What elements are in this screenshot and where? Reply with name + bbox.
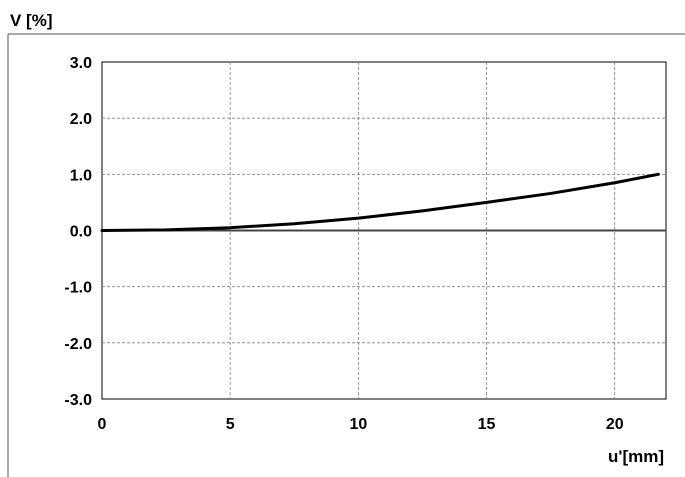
x-axis-title: u'[mm]: [608, 447, 664, 466]
y-tick-label: -1.0: [64, 280, 92, 297]
x-tick-labels: 0 5 10 15 20: [98, 416, 624, 433]
y-tick-labels: 3.0 2.0 1.0 0.0 -1.0 -2.0 -3.0: [64, 55, 92, 409]
y-tick-label: 2.0: [70, 111, 92, 128]
x-tick-label: 5: [226, 416, 235, 433]
x-tick-label: 10: [349, 416, 367, 433]
series-line-1: [100, 172, 660, 232]
y-axis-title: V [%]: [10, 11, 53, 30]
x-tick-label: 0: [98, 416, 107, 433]
y-tick-label: -3.0: [64, 392, 92, 409]
grid: [102, 62, 666, 399]
y-tick-label: 0.0: [70, 224, 92, 241]
series-group: [100, 172, 660, 232]
x-tick-label: 15: [478, 416, 496, 433]
y-tick-label: -2.0: [64, 336, 92, 353]
y-tick-label: 1.0: [70, 167, 92, 184]
x-tick-label: 20: [606, 416, 624, 433]
y-tick-label: 3.0: [70, 55, 92, 72]
